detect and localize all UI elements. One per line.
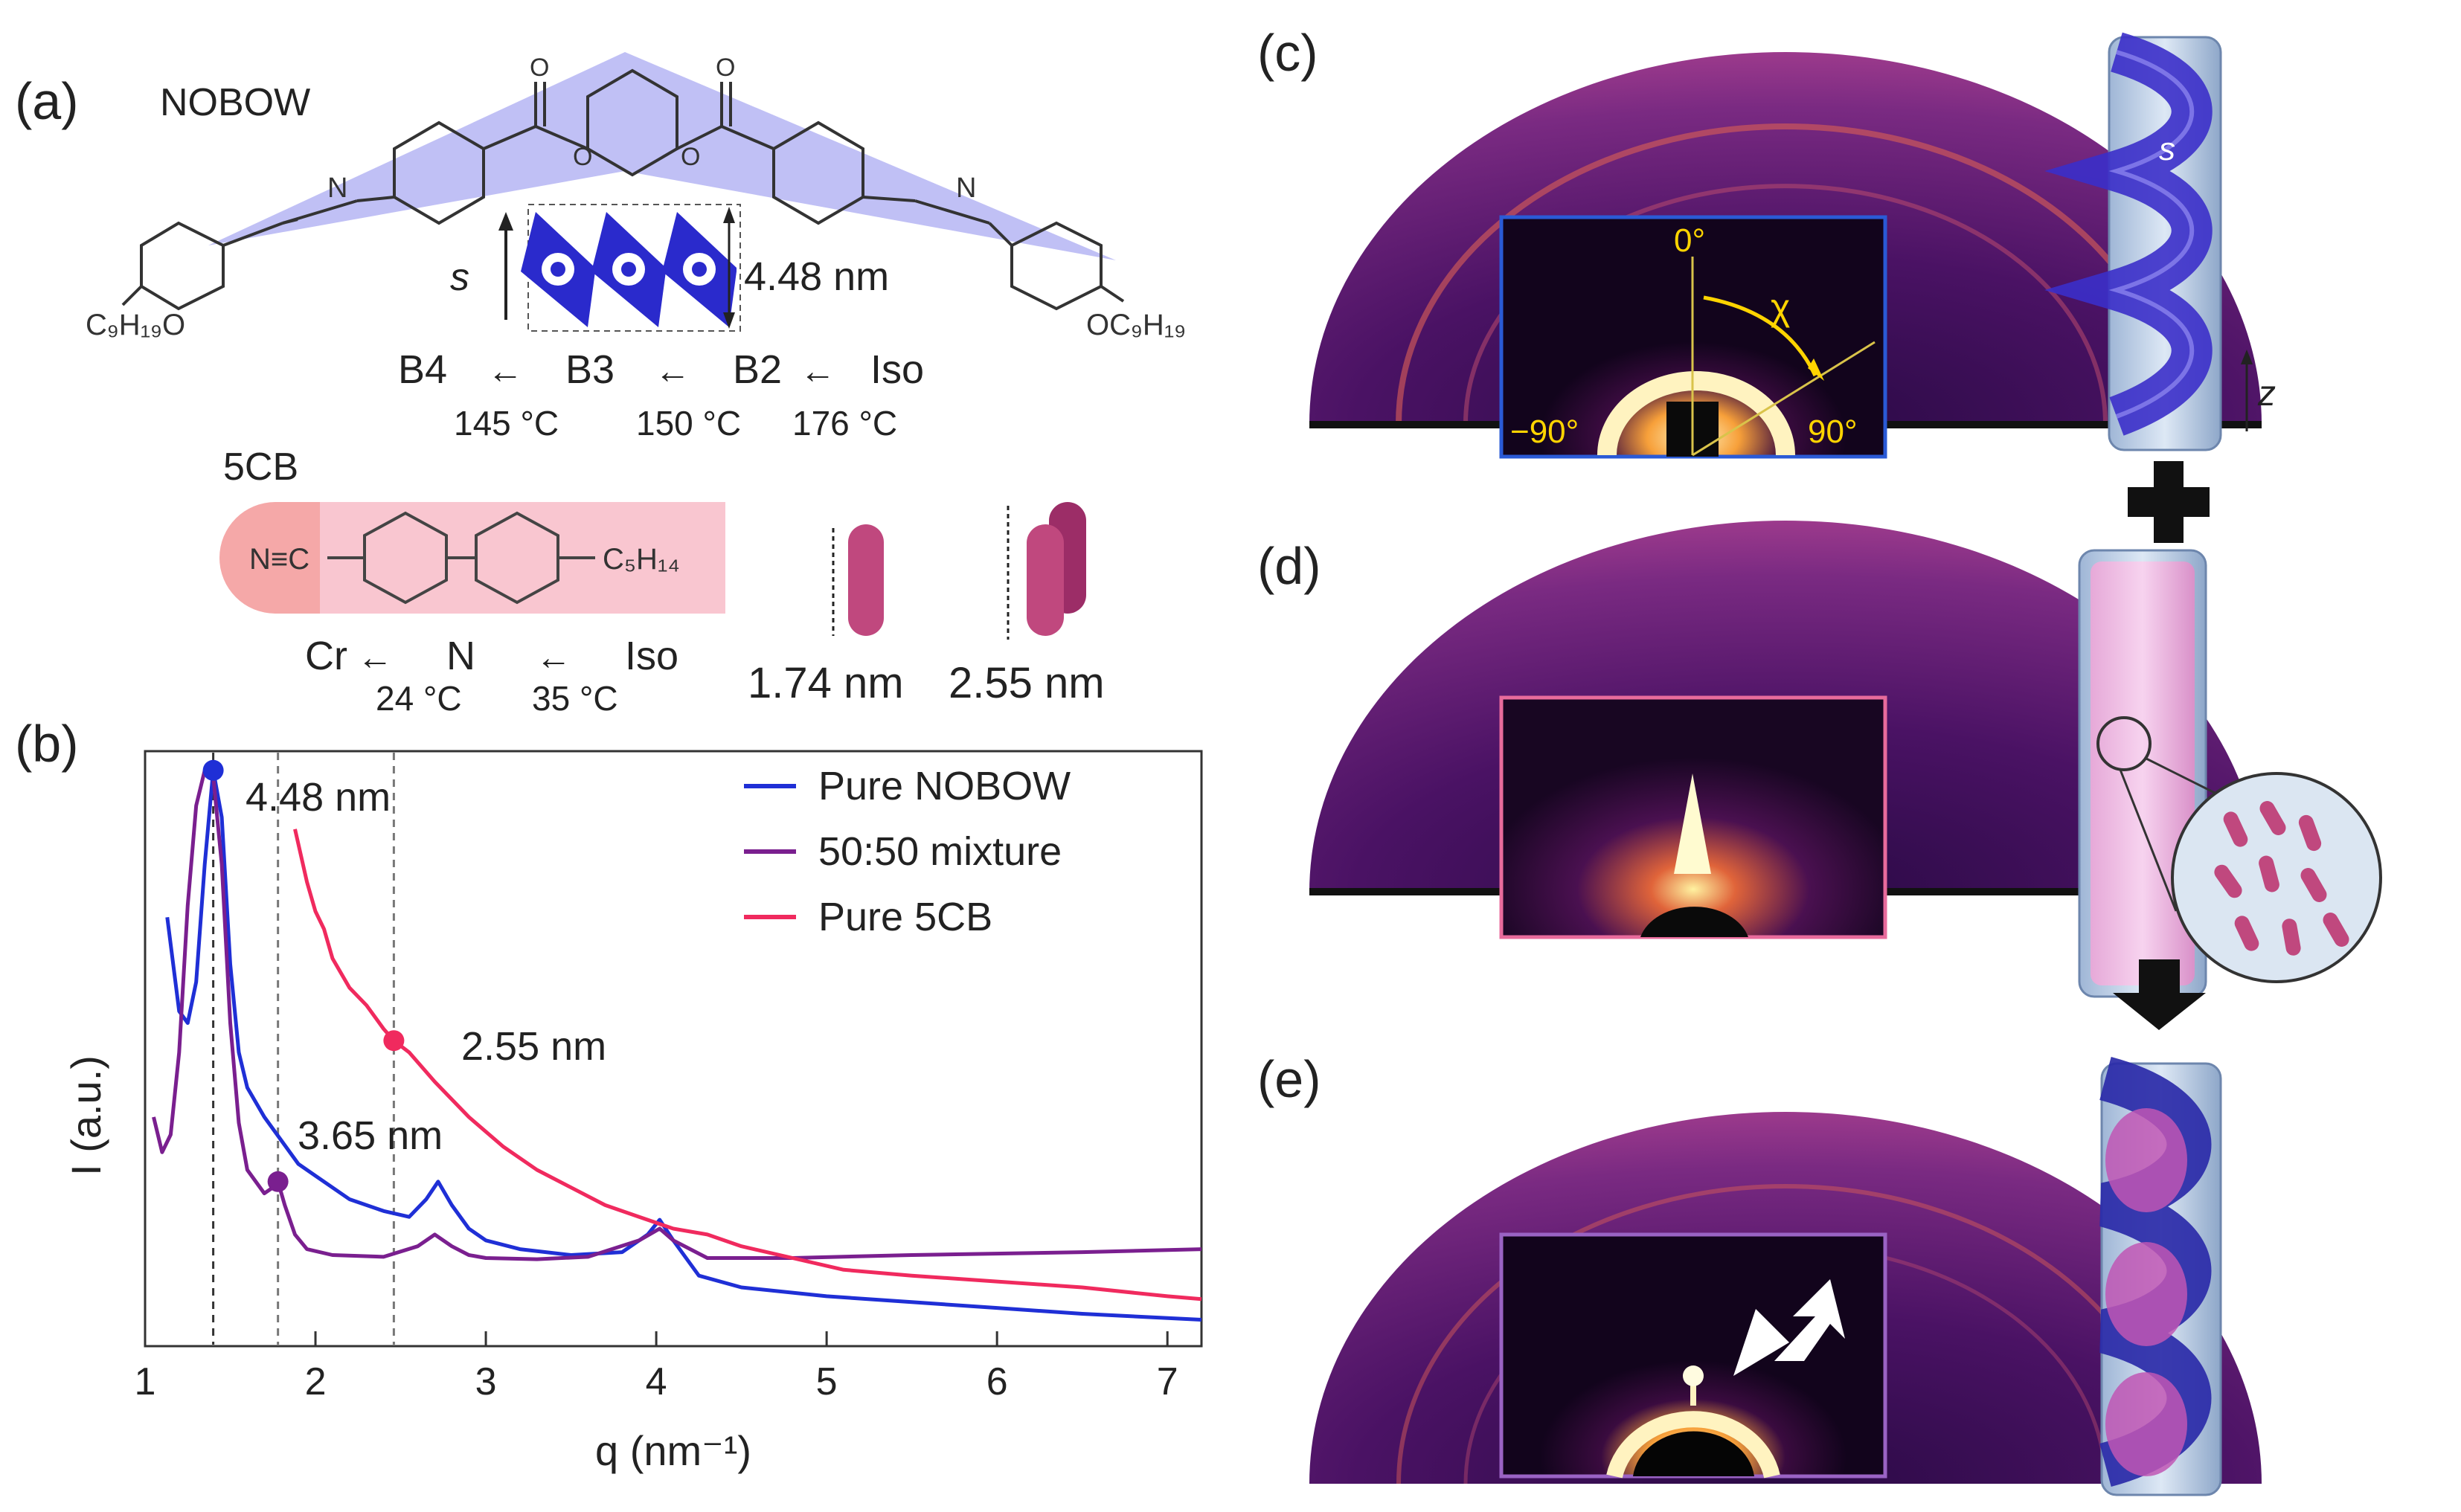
fivecb-tail: C₅H₁₄ bbox=[603, 543, 680, 576]
inset-e bbox=[1499, 1232, 1887, 1479]
legend: Pure NOBOW 50:50 mixture Pure 5CB bbox=[744, 764, 1071, 939]
panel-c-label: (c) bbox=[1257, 24, 1318, 82]
imine-n-right: N bbox=[956, 173, 976, 204]
plus-icon bbox=[2128, 461, 2210, 543]
series-line bbox=[293, 829, 1202, 1302]
phase-iso: Iso bbox=[870, 347, 924, 392]
x-tick-label: 5 bbox=[816, 1360, 838, 1403]
inset-chi: χ bbox=[1771, 286, 1790, 328]
legend-label: 50:50 mixture bbox=[818, 829, 1062, 874]
fivecb-name: 5CB bbox=[223, 445, 298, 489]
bent-core-molecules bbox=[521, 212, 737, 327]
phase-arrow: ← bbox=[655, 352, 690, 391]
x-tick-label: 6 bbox=[986, 1360, 1008, 1403]
panel-a-label: (a) bbox=[15, 72, 79, 130]
single-length-label: 1.74 nm bbox=[748, 659, 904, 707]
x-tick-label: 4 bbox=[646, 1360, 667, 1403]
z-arrow-head bbox=[2241, 350, 2253, 364]
phase-iso-5cb: Iso bbox=[625, 634, 678, 678]
inset-angle-90: 90° bbox=[1808, 414, 1858, 450]
series-line bbox=[152, 768, 1202, 1261]
anno-255: 2.55 nm bbox=[461, 1024, 606, 1069]
zoom-circle bbox=[2171, 772, 2382, 983]
inset-d bbox=[1499, 695, 1887, 939]
carbonyl-o-right: O bbox=[716, 54, 735, 82]
spacing-arrow-top bbox=[723, 207, 735, 223]
saxs-panels: (c) 0° −90° 90° χ s z (d) bbox=[1257, 24, 2382, 1496]
z-label: z bbox=[2257, 374, 2276, 414]
series-layer bbox=[152, 768, 1202, 1322]
temp-150: 150 °C bbox=[636, 404, 741, 443]
inset-angle-neg90: −90° bbox=[1510, 414, 1579, 450]
layer-box bbox=[527, 204, 741, 332]
temp-24: 24 °C bbox=[376, 679, 462, 714]
combined-cylinder bbox=[2099, 1057, 2222, 1496]
legend-label: Pure 5CB bbox=[818, 895, 992, 939]
temp-176: 176 °C bbox=[792, 404, 897, 443]
panel-b-label: (b) bbox=[15, 715, 79, 773]
plot-frame bbox=[144, 750, 1203, 1348]
carbonyl-o-left: O bbox=[530, 54, 549, 82]
anno-365: 3.65 nm bbox=[298, 1113, 443, 1158]
fivecb-head: N≡C bbox=[249, 543, 309, 576]
phase-cr: Cr bbox=[305, 634, 347, 678]
phase-arrow: ← bbox=[800, 352, 835, 391]
ester-o-left: O bbox=[573, 143, 592, 171]
spacing-arrow-bottom bbox=[723, 312, 735, 329]
phase-arrow: ← bbox=[357, 638, 393, 678]
x-tick-label: 7 bbox=[1157, 1360, 1178, 1403]
x-tick-label: 1 bbox=[135, 1360, 156, 1403]
fivecb-structure bbox=[327, 511, 595, 605]
nobow-structure bbox=[121, 68, 1125, 311]
peak-marker bbox=[202, 759, 224, 781]
peak-marker bbox=[383, 1030, 405, 1052]
white-arrow-icon bbox=[1733, 1279, 1845, 1376]
helix-cylinder bbox=[2044, 32, 2222, 451]
phase-arrow: ← bbox=[536, 638, 571, 678]
phase-b4: B4 bbox=[398, 347, 447, 392]
s-arrow-head bbox=[498, 212, 513, 231]
x-tick-label: 3 bbox=[475, 1360, 497, 1403]
dimer-length-label: 2.55 nm bbox=[949, 659, 1105, 707]
ester-o-right: O bbox=[681, 143, 700, 171]
temp-35: 35 °C bbox=[532, 679, 618, 714]
peak-markers bbox=[202, 759, 405, 1192]
anno-448: 4.48 nm bbox=[246, 775, 391, 820]
y-axis-label: I (a.u.) bbox=[62, 1055, 109, 1176]
series-line bbox=[165, 768, 1202, 1322]
single-rod bbox=[848, 524, 884, 636]
layer-spacing: 4.48 nm bbox=[744, 254, 889, 299]
down-arrow-icon bbox=[2113, 959, 2206, 1030]
legend-label: Pure NOBOW bbox=[818, 764, 1071, 808]
x-ticks: 1 2 3 4 5 6 7 bbox=[135, 1331, 1178, 1403]
nobow-name: NOBOW bbox=[160, 81, 310, 124]
dimer-rod-front bbox=[1027, 524, 1064, 636]
s-label: s bbox=[450, 256, 469, 299]
inset-angle-0: 0° bbox=[1674, 222, 1705, 259]
imine-n-left: N bbox=[327, 173, 347, 204]
panel-a: (a) NOBOW O O O O N N C₉H₁₉O OC₉H₁₉ bbox=[15, 52, 1186, 714]
xrd-chart: 1 2 3 4 5 6 7 4.48 nm 2.55 nm 3.65 nm Pure NOB… bbox=[62, 750, 1203, 1474]
benzene-ring bbox=[475, 511, 559, 605]
phase-arrow: ← bbox=[487, 352, 523, 391]
fivecb-head-shade bbox=[219, 502, 320, 614]
x-tick-label: 2 bbox=[305, 1360, 327, 1403]
panel-e-label: (e) bbox=[1257, 1050, 1321, 1108]
panel-d-label: (d) bbox=[1257, 537, 1321, 595]
peak-marker bbox=[267, 1171, 289, 1192]
phase-b2: B2 bbox=[733, 347, 782, 392]
left-tail: C₉H₁₉O bbox=[86, 309, 185, 341]
right-tail: OC₉H₁₉ bbox=[1086, 309, 1186, 341]
benzene-ring bbox=[140, 221, 225, 311]
x-axis-label: q (nm⁻¹) bbox=[595, 1427, 751, 1474]
phase-n: N bbox=[446, 634, 475, 678]
benzene-ring bbox=[363, 511, 448, 605]
fivecb-body-shade bbox=[320, 502, 725, 614]
helix-s-label: s bbox=[2159, 131, 2175, 167]
temp-145: 145 °C bbox=[454, 404, 559, 443]
phase-b3: B3 bbox=[565, 347, 615, 392]
inset-c bbox=[1499, 215, 1887, 459]
